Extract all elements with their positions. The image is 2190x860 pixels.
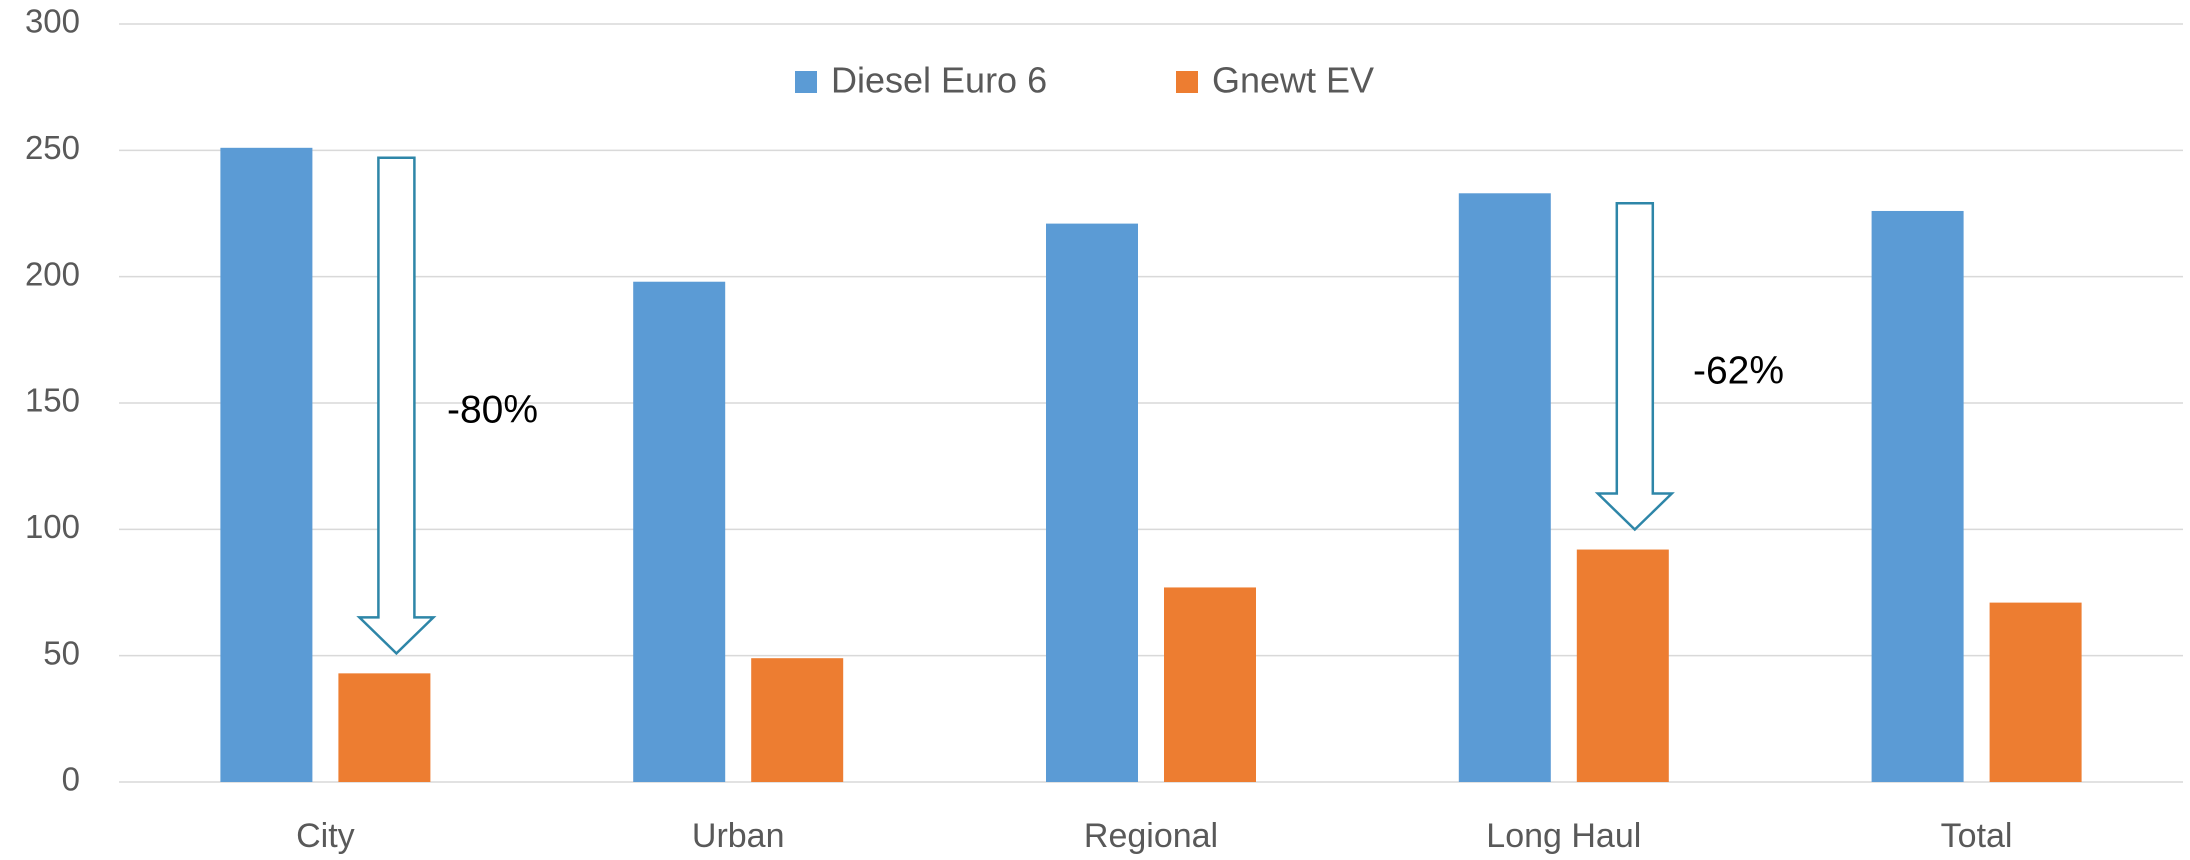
bar [633, 281, 726, 782]
y-tick-label: 100 [25, 508, 80, 545]
legend-swatch [1176, 71, 1198, 93]
x-tick-label: Long Haul [1486, 817, 1641, 855]
y-tick-label: 0 [62, 761, 80, 798]
legend-label: Gnewt EV [1212, 60, 1374, 101]
arrow [356, 156, 437, 656]
bar [1989, 602, 2082, 782]
bar [751, 658, 844, 782]
bar [1046, 223, 1138, 782]
annotation: -80% [447, 388, 538, 431]
bar [1458, 193, 1551, 782]
legend-label: Diesel Euro 6 [831, 60, 1047, 101]
y-tick-label: 150 [25, 382, 80, 419]
x-tick-label: Regional [1084, 817, 1218, 855]
bar [338, 673, 431, 782]
annotation: -62% [1693, 349, 1784, 392]
x-tick-label: Total [1941, 817, 2013, 855]
bar [1576, 549, 1669, 782]
bar [1164, 587, 1256, 782]
x-tick-label: Urban [692, 817, 785, 855]
y-tick-label: 50 [43, 634, 80, 671]
y-tick-label: 200 [25, 255, 80, 292]
x-tick-label: City [296, 817, 355, 855]
bar [1871, 210, 1964, 782]
legend-swatch [795, 71, 817, 93]
arrow [1594, 202, 1675, 532]
y-tick-label: 300 [25, 3, 80, 40]
bar [220, 147, 313, 783]
y-tick-label: 250 [25, 129, 80, 166]
